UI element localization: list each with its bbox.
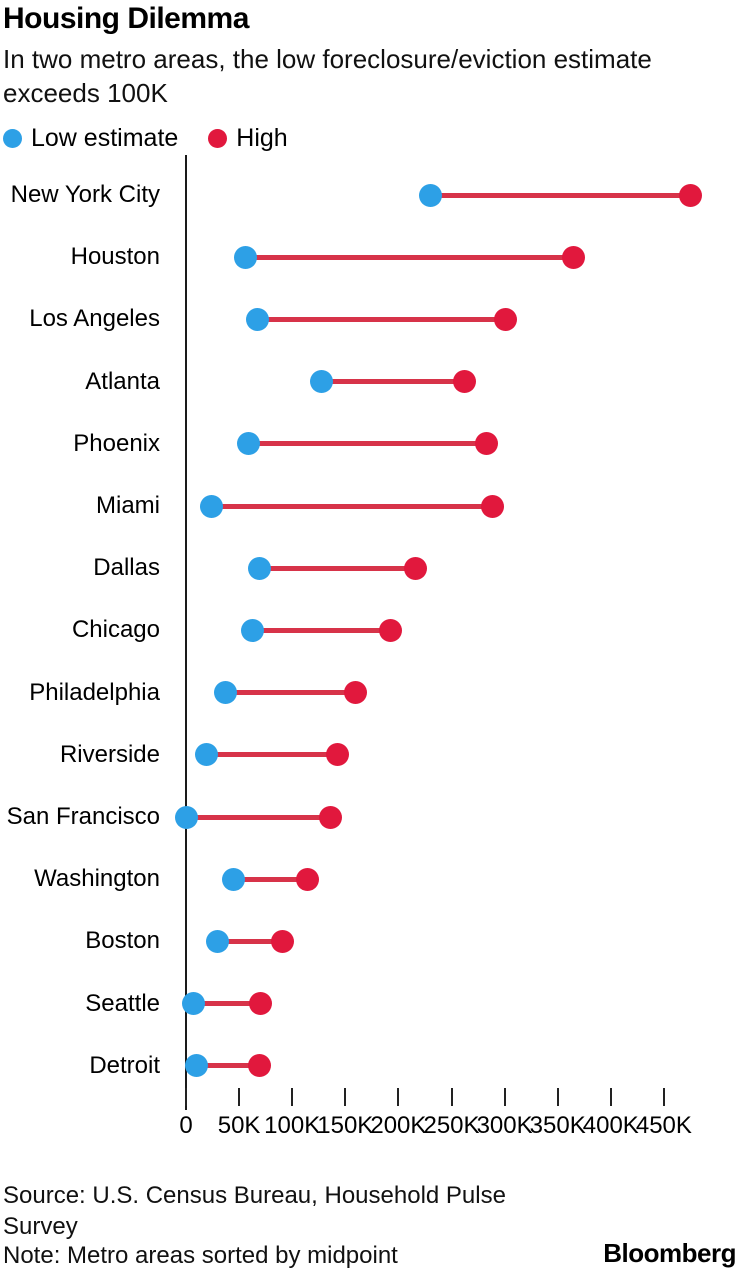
high-estimate-dot (326, 743, 350, 767)
low-estimate-dot (247, 556, 271, 580)
low-estimate-dot (185, 1054, 209, 1078)
x-axis-tick (185, 1088, 187, 1106)
low-estimate-dot (194, 743, 218, 767)
legend-low-label: Low estimate (31, 124, 179, 152)
chart-legend: Low estimate High (3, 124, 288, 153)
category-label: Detroit (89, 1051, 160, 1079)
dumbbell-connector (248, 441, 487, 447)
high-estimate-dot (247, 1054, 271, 1078)
category-label: Los Angeles (29, 305, 160, 333)
dumbbell-connector (211, 503, 493, 509)
x-axis-tick (291, 1088, 294, 1106)
high-estimate-dot (379, 618, 403, 642)
high-estimate-dot (494, 307, 518, 331)
x-axis-tick (556, 1088, 559, 1106)
low-estimate-dot (418, 183, 442, 207)
x-axis-tick-label: 150K (317, 1112, 374, 1139)
dumbbell-connector (259, 565, 416, 571)
category-label: Houston (70, 243, 160, 271)
x-axis-tick-label: 200K (370, 1112, 427, 1139)
dumbbell-connector (225, 690, 356, 696)
high-estimate-dot (475, 432, 499, 456)
high-estimate-dot (271, 929, 295, 953)
x-axis-tick-label: 300K (476, 1112, 533, 1139)
dumbbell-connector (321, 379, 465, 385)
low-estimate-dot (245, 307, 269, 331)
high-estimate-dot (481, 494, 505, 518)
source-text: Source: U.S. Census Bureau, Household Pu… (3, 1182, 506, 1240)
x-axis-tick-label: 100K (264, 1112, 321, 1139)
category-label: Boston (85, 927, 160, 955)
dumbbell-connector (233, 876, 308, 882)
low-estimate-dot (222, 867, 246, 891)
category-label: Dallas (93, 554, 160, 582)
low-estimate-dot (199, 494, 223, 518)
high-estimate-dot (344, 681, 368, 705)
low-estimate-dot (310, 370, 334, 394)
high-estimate-dot (678, 183, 702, 207)
chart-subtitle: In two metro areas, the low foreclosure/… (3, 44, 652, 108)
x-axis-tick (609, 1088, 612, 1106)
legend-item-low: Low estimate (3, 124, 178, 153)
page-title: Housing Dilemma (3, 2, 249, 35)
dumbbell-connector (186, 814, 331, 820)
x-axis-tick-label: 0 (179, 1112, 193, 1139)
dumbbell-connector (252, 627, 391, 633)
category-label: Philadelphia (29, 678, 160, 706)
x-axis-tick (662, 1088, 665, 1106)
category-label: Seattle (85, 989, 160, 1017)
x-axis-tick (450, 1088, 453, 1106)
low-estimate-dot (174, 805, 198, 829)
legend-item-high: High (208, 124, 288, 153)
dumbbell-connector (193, 1001, 261, 1007)
category-label: Phoenix (73, 429, 160, 457)
x-axis-tick-label: 350K (529, 1112, 586, 1139)
category-label: Riverside (59, 740, 160, 768)
x-axis-tick-label: 450K (635, 1112, 692, 1139)
dumbbell-connector (206, 752, 338, 758)
x-axis-tick (238, 1088, 241, 1106)
high-estimate-dot (248, 992, 272, 1016)
category-label: Atlanta (85, 367, 160, 395)
high-estimate-dot (318, 805, 342, 829)
high-estimate-dot (403, 556, 427, 580)
dumbbell-connector (217, 938, 283, 944)
x-axis-tick-label: 250K (423, 1112, 480, 1139)
x-axis-tick-label: 50K (217, 1112, 261, 1139)
low-estimate-dot (213, 681, 237, 705)
y-axis-line (185, 155, 187, 1110)
low-estimate-dot (181, 992, 205, 1016)
legend-high-dot-icon (208, 129, 228, 148)
category-label: New York City (10, 181, 160, 208)
category-label: San Francisco (6, 803, 160, 830)
low-estimate-dot (237, 432, 261, 456)
dumbbell-connector (196, 1063, 260, 1069)
x-axis-tick-label: 400K (582, 1112, 639, 1139)
legend-low-dot-icon (3, 129, 22, 148)
dumbbell-connector (245, 254, 574, 260)
low-estimate-dot (206, 929, 230, 953)
low-estimate-dot (233, 245, 257, 269)
high-estimate-dot (295, 867, 319, 891)
high-estimate-dot (452, 370, 476, 394)
legend-high-label: High (236, 124, 288, 152)
x-axis-tick (344, 1088, 347, 1106)
note-text: Note: Metro areas sorted by midpoint (3, 1242, 398, 1269)
category-label: Chicago (71, 616, 160, 644)
low-estimate-dot (241, 618, 265, 642)
high-estimate-dot (562, 245, 586, 269)
dumbbell-connector (430, 192, 691, 198)
category-label: Washington (34, 865, 160, 893)
category-label: Miami (96, 492, 160, 519)
dumbbell-connector (257, 316, 506, 322)
x-axis-tick (397, 1088, 400, 1106)
bloomberg-logo: Bloomberg (603, 1238, 736, 1268)
x-axis-tick (503, 1088, 506, 1106)
